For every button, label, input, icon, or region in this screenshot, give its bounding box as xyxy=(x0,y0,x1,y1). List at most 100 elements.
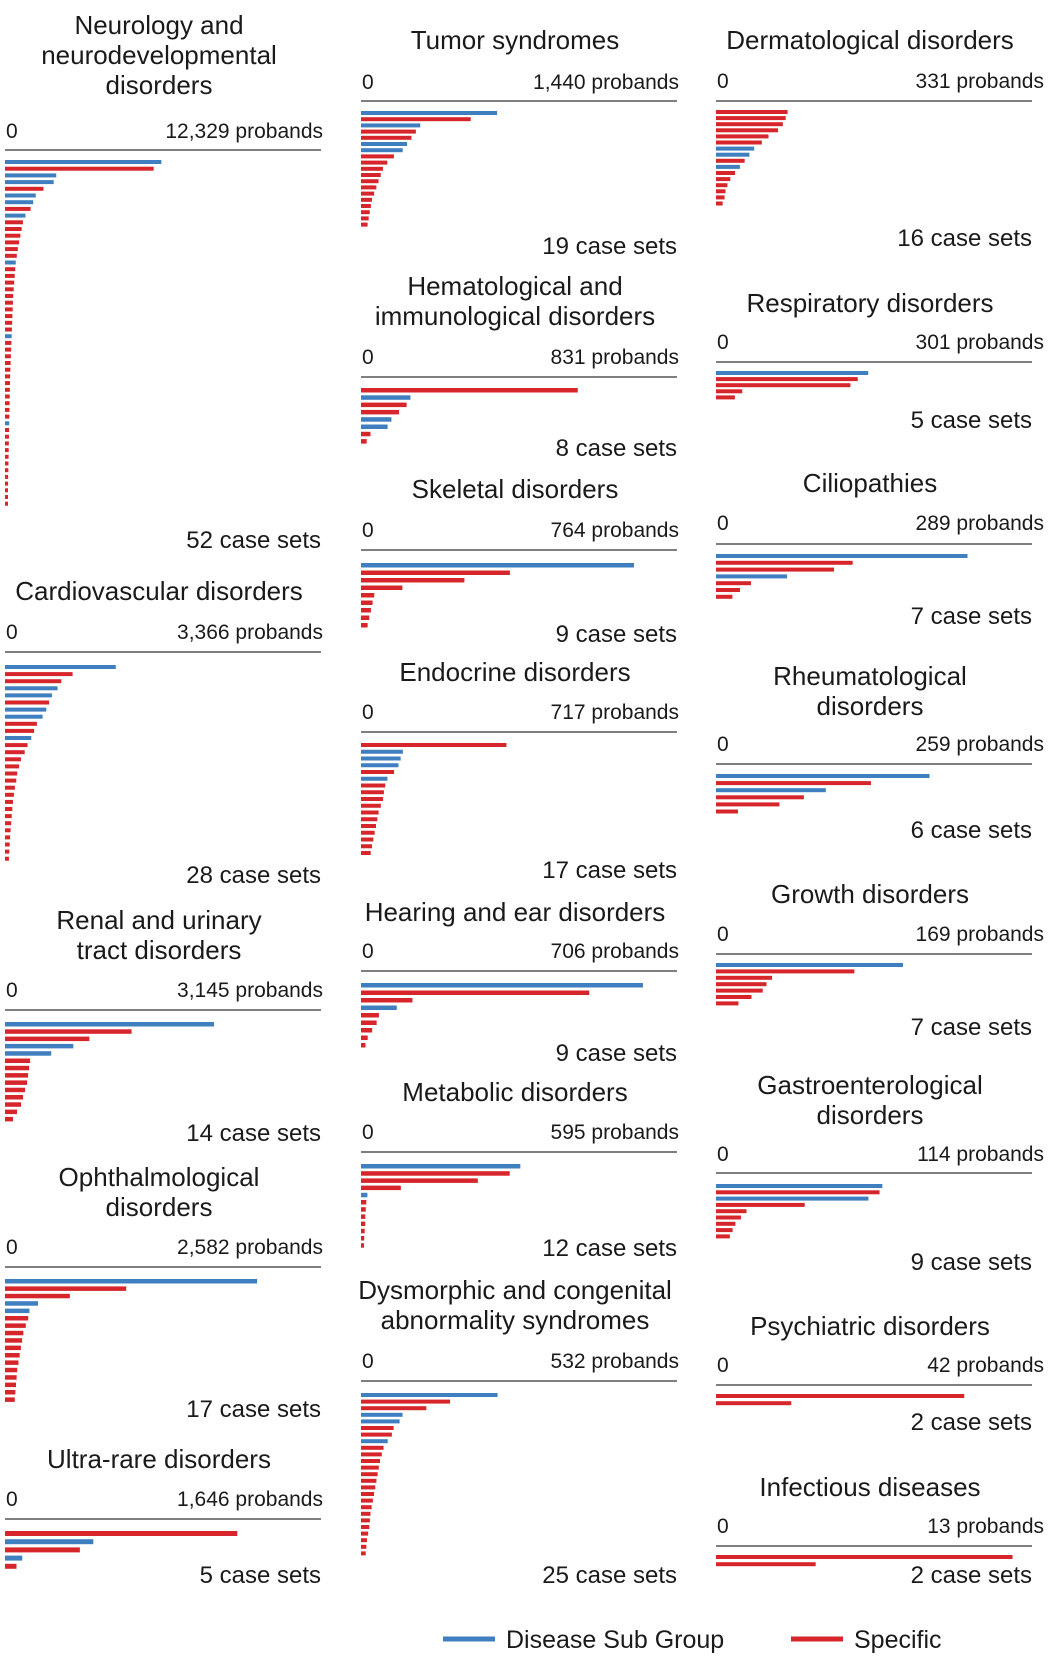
axis-max-label: 169 probands xyxy=(916,923,1044,946)
case-sets-label: 19 case sets xyxy=(542,233,677,260)
panel-6: Hematological and immunological disorders… xyxy=(361,271,679,462)
bar xyxy=(361,1485,376,1490)
bar xyxy=(716,1190,880,1195)
bar xyxy=(5,1036,90,1042)
case-sets-label: 28 case sets xyxy=(186,862,321,889)
panel-16: Growth disorders 0 169 probands 7 case sets xyxy=(716,879,1044,1041)
bar xyxy=(5,253,17,258)
bar xyxy=(5,1531,238,1536)
bar xyxy=(5,287,14,292)
bar xyxy=(5,441,9,446)
bar xyxy=(5,273,15,278)
bar xyxy=(5,166,154,171)
bar xyxy=(716,594,733,599)
bar xyxy=(5,778,17,783)
bar xyxy=(5,461,9,466)
bar xyxy=(361,1406,427,1411)
axis-max-label: 3,145 probands xyxy=(177,979,323,1002)
panel-10: Metabolic disorders 0 595 probands 12 case … xyxy=(361,1077,679,1262)
bar xyxy=(361,776,388,781)
bar xyxy=(5,1109,18,1115)
bar xyxy=(716,1228,733,1233)
bar xyxy=(5,394,10,399)
bar xyxy=(5,186,44,191)
bar xyxy=(716,377,858,382)
panel-17: Gastroenterological disorders 0 114 proband… xyxy=(716,1070,1044,1276)
bar xyxy=(361,1005,397,1010)
bar xyxy=(361,824,376,828)
bar xyxy=(716,110,788,114)
bar xyxy=(361,1511,371,1516)
bar xyxy=(361,817,378,822)
bar xyxy=(5,1022,214,1027)
bar xyxy=(361,1399,451,1404)
bar xyxy=(5,434,9,439)
bar xyxy=(5,728,35,733)
bar xyxy=(361,563,634,568)
panel-title: Psychiatric disorders xyxy=(750,1311,990,1341)
panel-title: Dermatological disorders xyxy=(726,25,1014,55)
bar xyxy=(361,160,388,165)
bar xyxy=(361,1525,370,1529)
bar xyxy=(5,374,11,379)
bar xyxy=(5,1338,23,1343)
panel-title: Rheumatological disorders xyxy=(773,661,967,721)
bar xyxy=(716,1234,730,1239)
bar xyxy=(5,381,10,386)
case-sets-label: 2 case sets xyxy=(911,1409,1032,1436)
bar xyxy=(5,314,13,319)
bar xyxy=(5,387,10,392)
bar xyxy=(5,354,11,359)
bar xyxy=(716,554,968,558)
panel-11: Dysmorphic and congenital abnormality syn… xyxy=(358,1275,679,1589)
bar xyxy=(716,189,726,194)
bar xyxy=(361,166,383,171)
axis-max-label: 1,646 probands xyxy=(177,1488,323,1511)
bar xyxy=(716,781,871,786)
case-sets-label: 7 case sets xyxy=(911,603,1032,630)
axis-max-label: 764 probands xyxy=(551,519,679,542)
bar xyxy=(361,1445,384,1450)
bar xyxy=(5,414,10,419)
bar xyxy=(361,1236,365,1241)
panel-title: Hematological and immunological disorders xyxy=(375,271,655,331)
bar xyxy=(361,1426,394,1430)
panel-title: Neurology and neurodevelopmental disorders xyxy=(41,10,277,100)
bar xyxy=(5,814,12,819)
bar xyxy=(5,693,52,698)
case-sets-label: 17 case sets xyxy=(542,857,677,884)
case-sets-label: 9 case sets xyxy=(911,1249,1032,1276)
bar xyxy=(716,581,751,586)
bar xyxy=(5,488,8,493)
bar xyxy=(716,146,755,151)
panel-title: Gastroenterological disorders xyxy=(757,1070,982,1130)
bar xyxy=(361,615,370,620)
bar xyxy=(5,764,20,769)
bar xyxy=(5,1065,30,1071)
bar xyxy=(716,183,728,188)
bar xyxy=(361,142,408,146)
bar xyxy=(361,1200,367,1205)
panel-title: Growth disorders xyxy=(771,879,969,909)
bar xyxy=(5,240,20,245)
axis-min-label: 0 xyxy=(6,120,18,143)
bar xyxy=(5,750,25,755)
panel-title: Ciliopathies xyxy=(803,468,937,498)
bar xyxy=(5,454,9,459)
bar xyxy=(716,158,745,163)
bar xyxy=(5,206,31,211)
bar xyxy=(361,983,643,988)
bar xyxy=(361,790,384,795)
bar xyxy=(361,1393,498,1397)
panel-title: Endocrine disorders xyxy=(399,657,630,687)
bar xyxy=(5,1382,17,1388)
bar xyxy=(5,474,9,479)
axis-min-label: 0 xyxy=(362,519,374,542)
panel-7: Skeletal disorders 0 764 probands 9 case se… xyxy=(361,474,679,648)
bar xyxy=(5,799,13,804)
legend: Disease Sub Group Specific xyxy=(443,1626,942,1654)
bar xyxy=(5,1286,127,1291)
axis-min-label: 0 xyxy=(362,1350,374,1373)
axis-max-label: 831 probands xyxy=(551,346,679,369)
axis-min-label: 0 xyxy=(717,1143,729,1166)
